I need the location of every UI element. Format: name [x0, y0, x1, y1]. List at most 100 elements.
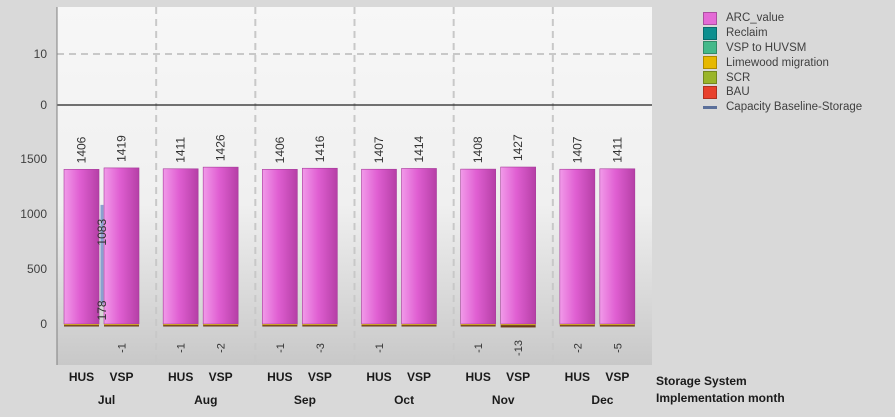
bar-total-label: 1406: [75, 136, 89, 163]
bar-total-label: 1411: [174, 137, 188, 163]
bar-bau-segment: [262, 324, 298, 327]
x-tick-label-system: HUS: [465, 370, 490, 384]
bar-arc-value: [262, 169, 298, 325]
bar-limewood-segment: [104, 324, 139, 326]
bar-bau-segment: [104, 324, 139, 327]
bar-bau-segment: [203, 324, 239, 327]
y-tick-label-upper: 10: [34, 47, 48, 61]
bar-arc-value: [162, 168, 199, 325]
legend-label: Reclaim: [726, 27, 768, 40]
legend-swatch: [703, 26, 717, 40]
legend-label: SCR: [726, 71, 751, 84]
bar-arc-value: [401, 168, 437, 325]
bar-total-label: 1426: [214, 134, 228, 161]
bar-bau-label: -1: [275, 343, 287, 353]
bar-total-label: 1419: [115, 135, 129, 162]
bar-total-label: 1406: [273, 136, 287, 163]
x-tick-label-month: Oct: [394, 393, 414, 407]
bar-arc-value: [302, 167, 338, 325]
bar-arc-value: [559, 168, 596, 325]
x-tick-label-system: HUS: [69, 370, 94, 384]
x-tick-label-system: VSP: [407, 370, 431, 384]
bar-limewood-segment: [163, 324, 199, 326]
legend-swatch: [703, 85, 717, 99]
y-tick-label-upper: 0: [40, 98, 47, 112]
bar-bau-segment: [163, 324, 199, 327]
bar-total-label: 1427: [511, 134, 525, 161]
bar-arc-value: [103, 167, 140, 325]
legend-swatch: [703, 56, 717, 70]
bar-total-label: 1411: [610, 137, 624, 163]
legend-item: SCR: [703, 70, 862, 85]
bar-arc-value: [202, 166, 239, 325]
bar-bau-label: -1: [176, 343, 188, 353]
x-tick-label-system: VSP: [308, 370, 332, 384]
legend-swatch: [703, 71, 717, 85]
bar-arc-value: [361, 168, 397, 325]
legend-label: ARC_value: [726, 12, 785, 25]
bar-bau-segment: [599, 324, 635, 327]
plot-area: [57, 7, 652, 365]
legend-label: VSP to HUVSM: [726, 41, 807, 54]
bar-total-label: 1407: [372, 136, 386, 163]
bar-arc-value: [599, 168, 636, 325]
bar-total-label: 1414: [412, 135, 426, 162]
legend-item: Capacity Baseline-Storage: [703, 100, 862, 115]
x-axis-inner-title: Storage System: [656, 374, 747, 388]
bar-bau-segment: [559, 324, 595, 327]
bar-bau-label: -2: [572, 343, 584, 353]
x-tick-label-system: HUS: [267, 370, 292, 384]
x-tick-label-month: Nov: [492, 393, 515, 407]
x-tick-label-month: Jul: [98, 393, 115, 407]
bar-bau-label: -5: [612, 343, 624, 353]
x-tick-label-system: VSP: [506, 370, 530, 384]
x-tick-label-system: VSP: [209, 370, 233, 384]
bar-limewood-segment: [401, 324, 437, 326]
bar-arc-value: [460, 168, 496, 325]
bar-total-label: 1416: [313, 135, 327, 162]
bar-limewood-segment: [203, 324, 239, 326]
y-tick-label-lower: 0: [40, 317, 47, 331]
bar-arc-value: [63, 169, 100, 325]
legend-label: BAU: [726, 86, 750, 99]
x-tick-label-system: HUS: [168, 370, 193, 384]
legend-item: BAU: [703, 85, 862, 100]
bar-bau-segment: [361, 324, 397, 327]
bar-total-label: 1407: [570, 136, 584, 163]
bar-bau-segment: [460, 324, 496, 327]
y-tick-label-lower: 500: [27, 262, 47, 276]
bar-limewood-segment: [361, 324, 397, 326]
y-tick-label-lower: 1000: [20, 207, 47, 221]
x-tick-label-system: VSP: [605, 370, 629, 384]
x-axis-outer-title: Implementation month: [656, 391, 785, 405]
x-tick-label-month: Dec: [591, 393, 613, 407]
legend-item: ARC_value: [703, 11, 862, 26]
legend-item: Limewood migration: [703, 55, 862, 70]
legend-swatch: [703, 41, 717, 55]
bar-bau-label: -2: [216, 343, 228, 353]
legend-label: Limewood migration: [726, 56, 829, 69]
bar-limewood-segment: [599, 324, 635, 326]
x-tick-label-system: HUS: [366, 370, 391, 384]
bar-limewood-segment: [262, 324, 298, 326]
bar-bau-label: -1: [473, 343, 485, 353]
legend-item: VSP to HUVSM: [703, 41, 862, 56]
legend-label: Capacity Baseline-Storage: [726, 101, 863, 114]
bar-limewood-segment: [500, 324, 536, 326]
bar-total-label: 1408: [471, 136, 485, 163]
legend: ARC_value Reclaim VSP to HUVSM Limewood mig…: [703, 11, 862, 115]
bar-limewood-segment: [460, 324, 496, 326]
y-tick-label-lower: 1500: [20, 152, 47, 166]
bar-bau-segment: [302, 324, 338, 327]
legend-swatch: [703, 11, 717, 25]
bar-bau-label: -13: [513, 340, 525, 356]
bar-bau-segment: [64, 324, 99, 327]
bar-arc-value: [500, 166, 536, 325]
bar-limewood-segment: [64, 324, 99, 326]
bar-bau-segment: [500, 324, 536, 328]
bar-bau-label: -3: [315, 343, 327, 353]
bar-limewood-segment: [302, 324, 338, 326]
x-tick-label-system: VSP: [109, 370, 133, 384]
